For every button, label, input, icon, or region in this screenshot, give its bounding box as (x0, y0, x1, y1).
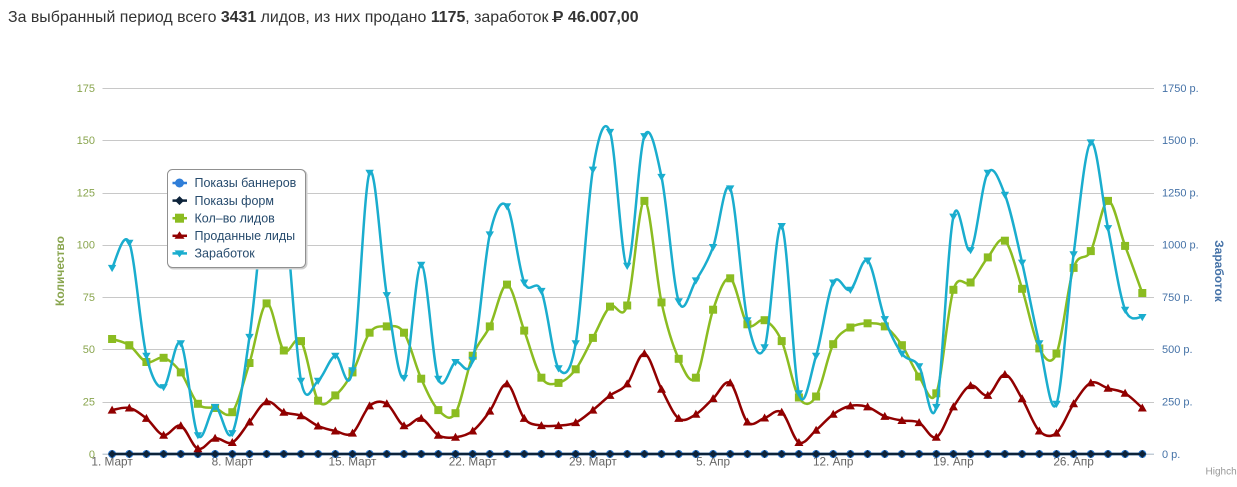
svg-text:22. Март: 22. Март (449, 455, 497, 469)
svg-text:Highcharts.com: Highcharts.com (1206, 467, 1237, 478)
svg-text:12. Апр: 12. Апр (813, 455, 854, 469)
svg-text:Количество: Количество (53, 236, 67, 306)
svg-text:50: 50 (83, 344, 95, 356)
svg-text:15. Март: 15. Март (329, 455, 377, 469)
svg-text:26. Апр: 26. Апр (1053, 455, 1094, 469)
svg-text:Заработок: Заработок (195, 247, 256, 261)
svg-text:1750 р.: 1750 р. (1162, 83, 1199, 95)
svg-text:Кол–во лидов: Кол–во лидов (195, 211, 276, 225)
svg-text:19. Апр: 19. Апр (933, 455, 974, 469)
svg-text:1250 р.: 1250 р. (1162, 187, 1199, 199)
svg-text:150: 150 (77, 135, 95, 147)
svg-text:0 р.: 0 р. (1162, 449, 1180, 461)
svg-text:Показы баннеров: Показы баннеров (195, 176, 297, 190)
svg-text:250 р.: 250 р. (1162, 397, 1193, 409)
svg-text:1500 р.: 1500 р. (1162, 135, 1199, 147)
svg-text:75: 75 (83, 292, 95, 304)
svg-text:25: 25 (83, 397, 95, 409)
svg-text:500 р.: 500 р. (1162, 344, 1193, 356)
svg-text:0: 0 (89, 449, 95, 461)
svg-text:5. Апр: 5. Апр (696, 455, 730, 469)
svg-text:29. Март: 29. Март (569, 455, 617, 469)
svg-text:Показы форм: Показы форм (195, 194, 274, 208)
svg-text:1. Март: 1. Март (91, 455, 133, 469)
svg-text:1000 р.: 1000 р. (1162, 240, 1199, 252)
svg-text:Заработок: Заработок (1212, 240, 1226, 303)
svg-text:125: 125 (77, 187, 95, 199)
svg-text:Проданные лиды: Проданные лиды (195, 229, 296, 243)
svg-text:750 р.: 750 р. (1162, 292, 1193, 304)
svg-text:175: 175 (77, 83, 95, 95)
svg-text:8. Март: 8. Март (212, 455, 254, 469)
svg-text:100: 100 (77, 240, 95, 252)
